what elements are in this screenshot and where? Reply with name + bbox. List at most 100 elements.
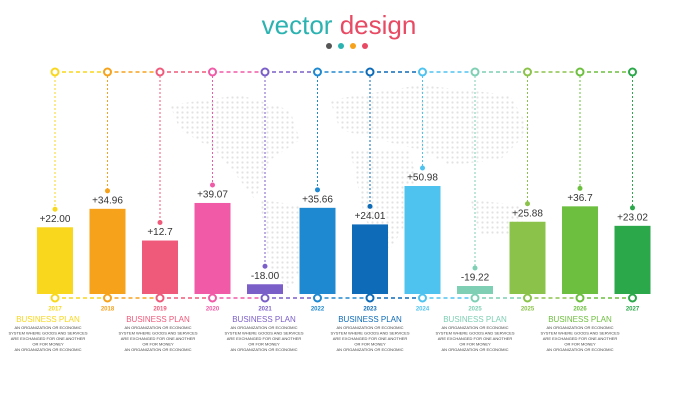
caption-title: BUSINESS PLAN — [548, 315, 612, 324]
value-label: +12.7 — [147, 227, 173, 238]
caption-line: AN ORGANIZATION OR ECONOMIC — [441, 347, 508, 352]
node — [575, 67, 585, 77]
bar — [37, 227, 73, 294]
caption-line: AN ORGANIZATION OR ECONOMIC — [230, 347, 297, 352]
node — [470, 293, 480, 303]
node — [52, 206, 58, 212]
title-part: vector — [262, 10, 333, 40]
node — [523, 67, 532, 77]
caption-line: SYSTEM WHERE GOODS AND SERVICES — [330, 331, 409, 336]
year-label: 2022 — [311, 307, 325, 313]
node — [105, 188, 110, 194]
caption-line: AN ORGANIZATION OR ECONOMIC — [14, 347, 81, 352]
caption-title: BUSINESS PLAN — [16, 315, 80, 324]
bar — [142, 240, 178, 294]
value-label: +25.88 — [512, 208, 543, 219]
caption-line: OR FOR MONEY — [354, 342, 386, 347]
node — [157, 220, 163, 226]
node — [210, 182, 215, 188]
node — [575, 293, 585, 303]
node — [628, 293, 637, 303]
node — [313, 67, 322, 77]
node — [525, 201, 530, 207]
year-label: 2025 — [521, 307, 535, 313]
year-label: 2018 — [101, 307, 115, 313]
node — [630, 205, 635, 211]
caption-line: OR FOR MONEY — [142, 342, 174, 347]
value-label: +50.98 — [407, 173, 438, 184]
value-label: +39.07 — [197, 190, 228, 201]
caption-line: SYSTEM WHERE GOODS AND SERVICES — [435, 331, 514, 336]
node — [472, 265, 478, 271]
node — [103, 67, 112, 77]
caption-line: ARE EXCHANGED FOR ONE ANOTHER — [438, 336, 513, 341]
caption-line: OR FOR MONEY — [459, 342, 491, 347]
caption-title: BUSINESS PLAN — [443, 315, 507, 324]
year-label: 2021 — [258, 307, 272, 313]
node — [367, 203, 373, 209]
caption-line: SYSTEM WHERE GOODS AND SERVICES — [224, 331, 303, 336]
value-label: -18.00 — [251, 271, 280, 282]
node — [418, 67, 427, 77]
value-label: +23.02 — [617, 212, 648, 223]
decor-dot — [350, 43, 356, 49]
bar — [562, 206, 598, 294]
bar — [299, 207, 336, 294]
year-label: 2020 — [206, 307, 220, 313]
caption-line: ARE EXCHANGED FOR ONE ANOTHER — [121, 336, 196, 341]
world-map — [170, 85, 530, 290]
caption-line: SYSTEM WHERE GOODS AND SERVICES — [8, 331, 87, 336]
node — [260, 293, 270, 303]
bar — [247, 284, 283, 294]
node — [208, 293, 217, 303]
year-label: 2019 — [153, 307, 167, 313]
year-label: 2026 — [573, 307, 587, 313]
caption-line: AN ORGANIZATION OR ECONOMIC — [230, 325, 297, 330]
node — [50, 67, 60, 77]
node — [260, 67, 270, 77]
caption-line: OR FOR MONEY — [32, 342, 64, 347]
year-label: 2024 — [416, 307, 430, 313]
caption-title: BUSINESS PLAN — [338, 315, 402, 324]
year-label: 2017 — [48, 307, 62, 313]
caption-line: AN ORGANIZATION OR ECONOMIC — [546, 347, 613, 352]
node — [418, 293, 427, 303]
caption-line: ARE EXCHANGED FOR ONE ANOTHER — [227, 336, 302, 341]
year-label: 2023 — [363, 307, 377, 313]
caption-line: OR FOR MONEY — [248, 342, 280, 347]
title-part: design — [340, 10, 417, 40]
node — [315, 187, 320, 193]
node — [577, 185, 583, 191]
node — [50, 293, 60, 303]
node — [103, 293, 112, 303]
caption-line: AN ORGANIZATION OR ECONOMIC — [336, 347, 403, 352]
bar — [457, 286, 493, 294]
caption-line: ARE EXCHANGED FOR ONE ANOTHER — [333, 336, 408, 341]
caption-line: OR FOR MONEY — [564, 342, 596, 347]
caption-line: SYSTEM WHERE GOODS AND SERVICES — [118, 331, 197, 336]
caption-title: BUSINESS PLAN — [232, 315, 296, 324]
caption-line: ARE EXCHANGED FOR ONE ANOTHER — [543, 336, 618, 341]
node — [262, 263, 268, 269]
node — [628, 67, 637, 77]
bar — [404, 186, 441, 294]
decor-dot — [362, 43, 368, 49]
node — [155, 293, 165, 303]
node — [420, 165, 425, 171]
year-label: 2025 — [468, 307, 482, 313]
node — [523, 293, 532, 303]
year-label: 2027 — [626, 307, 640, 313]
node — [365, 293, 375, 303]
node — [470, 67, 480, 77]
bar — [509, 221, 546, 294]
value-label: +22.00 — [40, 214, 71, 225]
bar — [352, 224, 388, 294]
node — [365, 67, 375, 77]
decor-dot — [338, 43, 344, 49]
bar — [194, 202, 231, 294]
caption-line: AN ORGANIZATION OR ECONOMIC — [546, 325, 613, 330]
value-label: +35.66 — [302, 194, 333, 205]
value-label: -19.22 — [461, 273, 490, 284]
chart-title: vector design — [262, 10, 417, 40]
